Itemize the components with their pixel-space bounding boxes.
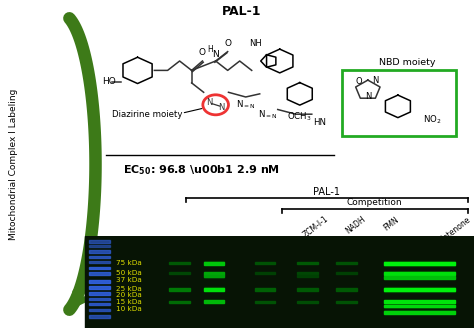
- Text: PAL-1: PAL-1: [222, 5, 262, 18]
- Bar: [297, 262, 318, 264]
- Text: Competition: Competition: [347, 198, 402, 207]
- Bar: [89, 298, 109, 300]
- Bar: [384, 299, 455, 304]
- Bar: [89, 309, 109, 312]
- Text: N: N: [365, 92, 372, 101]
- Text: N: N: [219, 103, 225, 112]
- Bar: [204, 300, 225, 303]
- Bar: [169, 300, 190, 303]
- Bar: [336, 262, 356, 264]
- Text: 75 kDa: 75 kDa: [116, 260, 141, 266]
- Bar: [204, 287, 225, 292]
- Bar: [297, 276, 318, 277]
- Bar: [89, 256, 109, 258]
- Text: O: O: [198, 48, 205, 57]
- Bar: [204, 261, 225, 265]
- Text: OCH$_3$: OCH$_3$: [287, 110, 312, 123]
- Bar: [255, 262, 275, 264]
- Text: O: O: [224, 39, 231, 49]
- Bar: [384, 300, 455, 303]
- Bar: [169, 272, 190, 275]
- Text: FMN: FMN: [382, 215, 401, 232]
- Text: Diazirine moiety: Diazirine moiety: [112, 110, 183, 119]
- Text: PAL-1: PAL-1: [313, 187, 340, 197]
- Bar: [384, 271, 455, 276]
- Text: HO: HO: [102, 77, 116, 87]
- Bar: [204, 300, 225, 303]
- Text: $\mathbf{EC_{50}}$: 96.8 \u00b1 2.9 nM: $\mathbf{EC_{50}}$: 96.8 \u00b1 2.9 nM: [123, 163, 280, 177]
- Bar: [297, 272, 318, 275]
- Text: 10 kDa: 10 kDa: [116, 306, 141, 312]
- Bar: [384, 310, 455, 314]
- Bar: [204, 275, 225, 277]
- Text: Mitochondrial Complex I Labeling: Mitochondrial Complex I Labeling: [9, 88, 18, 240]
- Bar: [255, 272, 275, 275]
- Bar: [204, 272, 225, 275]
- Bar: [336, 272, 356, 275]
- Text: O: O: [356, 77, 362, 87]
- Bar: [89, 250, 109, 253]
- Bar: [89, 261, 109, 263]
- Bar: [384, 304, 455, 308]
- Bar: [89, 303, 109, 305]
- Bar: [169, 262, 190, 264]
- Bar: [384, 262, 455, 265]
- Bar: [89, 316, 109, 318]
- Bar: [255, 288, 275, 291]
- Text: 25 kDa: 25 kDa: [116, 286, 141, 293]
- Bar: [204, 288, 225, 291]
- Bar: [169, 288, 190, 291]
- Text: NADH: NADH: [344, 215, 367, 236]
- Text: HN: HN: [313, 117, 326, 127]
- Bar: [384, 276, 455, 278]
- Bar: [384, 276, 455, 279]
- Text: 20 kDa: 20 kDa: [116, 292, 141, 298]
- Text: H: H: [208, 45, 213, 54]
- Bar: [297, 300, 318, 303]
- Text: N: N: [212, 50, 219, 59]
- Bar: [204, 262, 225, 264]
- Text: N: N: [207, 98, 213, 107]
- Text: ZCM-I-1: ZCM-I-1: [302, 215, 331, 240]
- Bar: [255, 300, 275, 303]
- Bar: [89, 267, 109, 270]
- Bar: [384, 261, 455, 266]
- Text: 50 kDa: 50 kDa: [116, 270, 141, 277]
- Text: N$_{\mathregular{=N}}$: N$_{\mathregular{=N}}$: [236, 99, 255, 112]
- Text: 37 kDa: 37 kDa: [116, 277, 141, 283]
- Bar: [297, 288, 318, 291]
- Bar: [89, 292, 109, 295]
- Bar: [89, 272, 109, 275]
- Bar: [204, 275, 225, 278]
- Text: 15 kDa: 15 kDa: [116, 298, 141, 305]
- Bar: [89, 240, 109, 243]
- Bar: [89, 285, 109, 289]
- Text: NH: NH: [249, 39, 262, 48]
- Bar: [342, 71, 456, 136]
- Bar: [384, 272, 455, 275]
- Text: NO$_2$: NO$_2$: [423, 113, 441, 126]
- Bar: [336, 288, 356, 291]
- Text: Rotenone: Rotenone: [438, 215, 472, 244]
- Bar: [336, 300, 356, 303]
- Text: N: N: [372, 76, 378, 85]
- Bar: [384, 287, 455, 292]
- Text: N$\mathregular{_{=N}}$: N$\mathregular{_{=N}}$: [258, 108, 278, 121]
- Bar: [89, 280, 109, 283]
- Text: NBD moiety: NBD moiety: [379, 58, 435, 67]
- Bar: [384, 288, 455, 291]
- Bar: [384, 311, 455, 314]
- Bar: [204, 272, 225, 275]
- Bar: [384, 305, 455, 307]
- Bar: [89, 245, 109, 247]
